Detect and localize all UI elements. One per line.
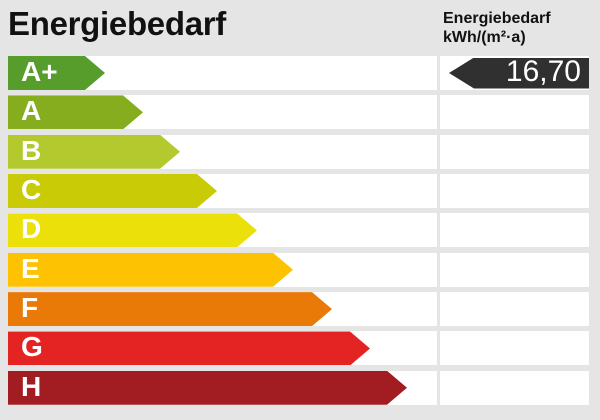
class-letter-E: E (21, 252, 40, 284)
value-cell-E (440, 252, 589, 287)
class-arrow-B: B (8, 135, 180, 169)
page-title: Energiebedarf (8, 5, 226, 42)
scale-row-track-H: H (8, 370, 437, 405)
scale-row-track-G: G (8, 331, 437, 366)
class-letter-H: H (21, 370, 42, 402)
scale-row-track-D: D (8, 213, 437, 248)
class-arrow-F: F (8, 292, 332, 326)
value-badge: 16,70 (449, 55, 589, 89)
value-cell-H (440, 370, 589, 405)
scale-row-track-A: A (8, 95, 437, 130)
class-arrow-A+: A+ (8, 56, 105, 90)
class-arrow-E: E (8, 253, 293, 287)
value-badge-text: 16,70 (505, 55, 581, 88)
class-letter-A+: A+ (21, 56, 58, 87)
scale-row-track-F: F (8, 292, 437, 327)
class-letter-A: A (21, 95, 42, 127)
value-cell-D (440, 213, 589, 248)
class-arrow-G: G (8, 331, 370, 365)
class-arrow-A: A (8, 95, 143, 129)
scale-row-track-E: E (8, 252, 437, 287)
unit-header-line1: Energiebedarf (443, 10, 551, 27)
unit-header: Energiebedarf kWh/(m²·a) (443, 9, 551, 47)
scale-row-track-C: C (8, 174, 437, 209)
unit-header-line2: kWh/(m²·a) (443, 29, 526, 46)
class-letter-C: C (21, 174, 42, 206)
value-cell-C (440, 174, 589, 209)
class-letter-F: F (21, 292, 39, 324)
class-letter-D: D (21, 213, 42, 245)
class-arrow-D: D (8, 213, 257, 247)
class-arrow-H: H (8, 371, 407, 405)
class-letter-G: G (21, 331, 43, 363)
value-cell-F (440, 292, 589, 327)
value-cell-A (440, 95, 589, 130)
scale-row-track-B: B (8, 134, 437, 169)
class-arrow-C: C (8, 174, 217, 208)
scale-row-track-A+: A+ (8, 56, 437, 90)
value-cell-G (440, 331, 589, 366)
class-letter-B: B (21, 134, 42, 166)
value-cell-B (440, 134, 589, 169)
